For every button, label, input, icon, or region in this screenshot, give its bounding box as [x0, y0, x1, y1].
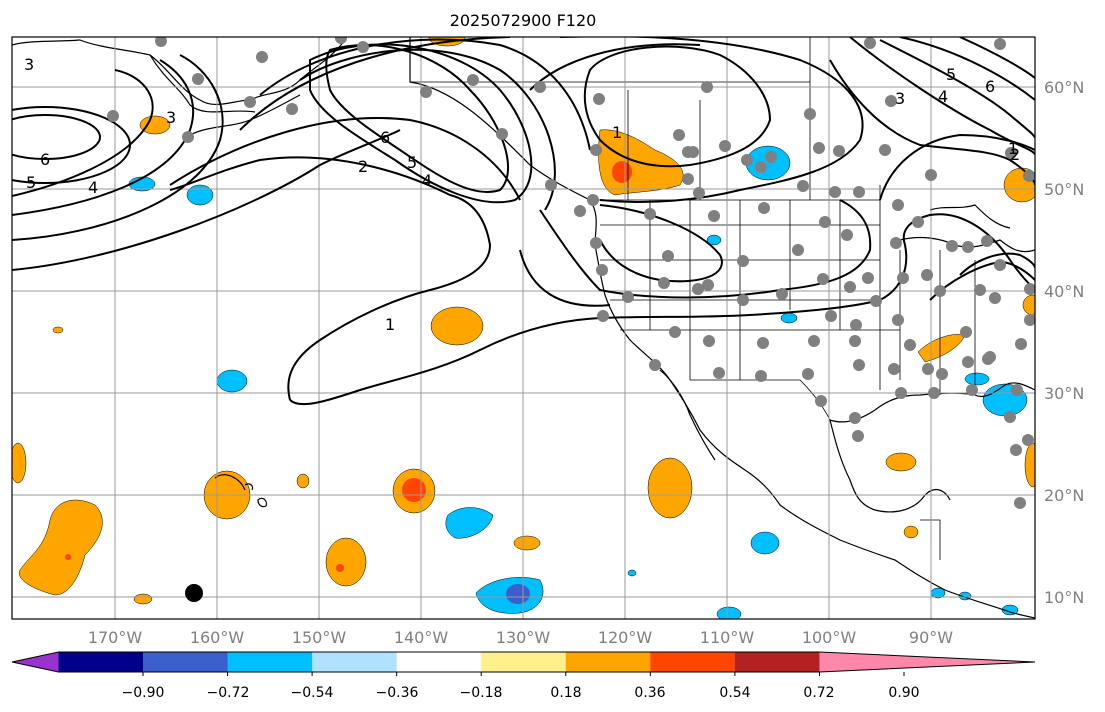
colorbar-segment — [481, 652, 567, 672]
colorbar-segment — [227, 652, 313, 672]
contour-label: 5 — [26, 173, 36, 192]
colorbar-tick: 0.54 — [719, 685, 750, 701]
contour-label: 1 — [385, 315, 395, 334]
colorbar-segment — [396, 652, 482, 672]
coastlines — [12, 37, 1035, 619]
colorbar-tick: −0.36 — [376, 685, 419, 701]
black-marker — [185, 584, 203, 602]
colorbar-ticks: −0.90 −0.72 −0.54 −0.36 −0.18 0.18 0.36 … — [122, 685, 920, 701]
lat-tick: 10°N — [1044, 588, 1084, 607]
colorbar-segment — [734, 652, 820, 672]
colorbar-segment — [565, 652, 651, 672]
colorbar-outline — [11, 651, 1036, 673]
graticule — [12, 37, 1035, 619]
colorbar-tick: −0.18 — [460, 685, 503, 701]
colorbar-extend-high — [819, 652, 1035, 672]
lat-tick: 20°N — [1044, 486, 1084, 505]
colorbar-segment — [143, 652, 229, 672]
contours — [12, 37, 1035, 406]
contour-label: 1 — [1008, 139, 1018, 158]
contour-label: 2 — [358, 157, 368, 176]
colorbar-tick: 0.36 — [634, 685, 665, 701]
colorbar-tick: 0.72 — [803, 685, 834, 701]
contour-label: 4 — [422, 171, 432, 190]
contour-label: 5 — [946, 65, 956, 84]
lon-tick: 160°W — [190, 628, 245, 647]
lon-tick: 90°W — [909, 628, 953, 647]
colorbar-segment — [650, 652, 736, 672]
lon-tick: 170°W — [88, 628, 143, 647]
lon-tick: 120°W — [598, 628, 653, 647]
lon-tick: 130°W — [496, 628, 551, 647]
colorbar-segment — [58, 652, 144, 672]
colorbar-tick: 0.18 — [550, 685, 581, 701]
state-borders — [410, 37, 976, 560]
lat-tick: 40°N — [1044, 282, 1084, 301]
contour-label: 3 — [895, 89, 905, 108]
lon-tick: 140°W — [394, 628, 449, 647]
map-area: 3 6 5 4 3 6 5 4 2 1 1 1 3 4 5 6 2 — [12, 37, 1035, 619]
contour-label: 5 — [407, 153, 417, 172]
lon-tick: 100°W — [802, 628, 857, 647]
lat-tick: 30°N — [1044, 384, 1084, 403]
contour-label: 6 — [985, 77, 995, 96]
lon-tick: 110°W — [700, 628, 755, 647]
contour-label: 2 — [1010, 145, 1020, 164]
colorbar-tick: −0.90 — [122, 685, 165, 701]
longitude-labels: 170°W 160°W 150°W 140°W 130°W 120°W 110°… — [88, 628, 953, 647]
contour-labels: 3 6 5 4 3 6 5 4 2 1 1 1 3 4 5 6 2 — [24, 55, 1020, 334]
station-markers — [107, 37, 1035, 509]
colorbar-tick: 0.90 — [888, 685, 919, 701]
contour-label: 6 — [380, 128, 390, 147]
lon-tick: 150°W — [292, 628, 347, 647]
contour-label: 4 — [88, 178, 98, 197]
contour-label: 1 — [612, 123, 622, 142]
colorbar-extend-low — [12, 652, 59, 672]
colorbar-segment — [312, 652, 398, 672]
colorbar — [11, 651, 1036, 676]
anomaly-fills — [12, 37, 1035, 619]
contour-label: 6 — [40, 150, 50, 169]
map-title: 2025072900 F120 — [450, 11, 597, 30]
contour-label: 4 — [938, 87, 948, 106]
colorbar-tick: −0.54 — [291, 685, 334, 701]
contour-label: 3 — [24, 55, 34, 74]
lat-tick: 50°N — [1044, 180, 1084, 199]
lat-tick: 60°N — [1044, 78, 1084, 97]
map-frame — [11, 36, 1036, 620]
latitude-labels: 60°N 50°N 40°N 30°N 20°N 10°N — [1044, 78, 1084, 607]
contour-label: 3 — [166, 108, 176, 127]
colorbar-tick: −0.72 — [207, 685, 250, 701]
